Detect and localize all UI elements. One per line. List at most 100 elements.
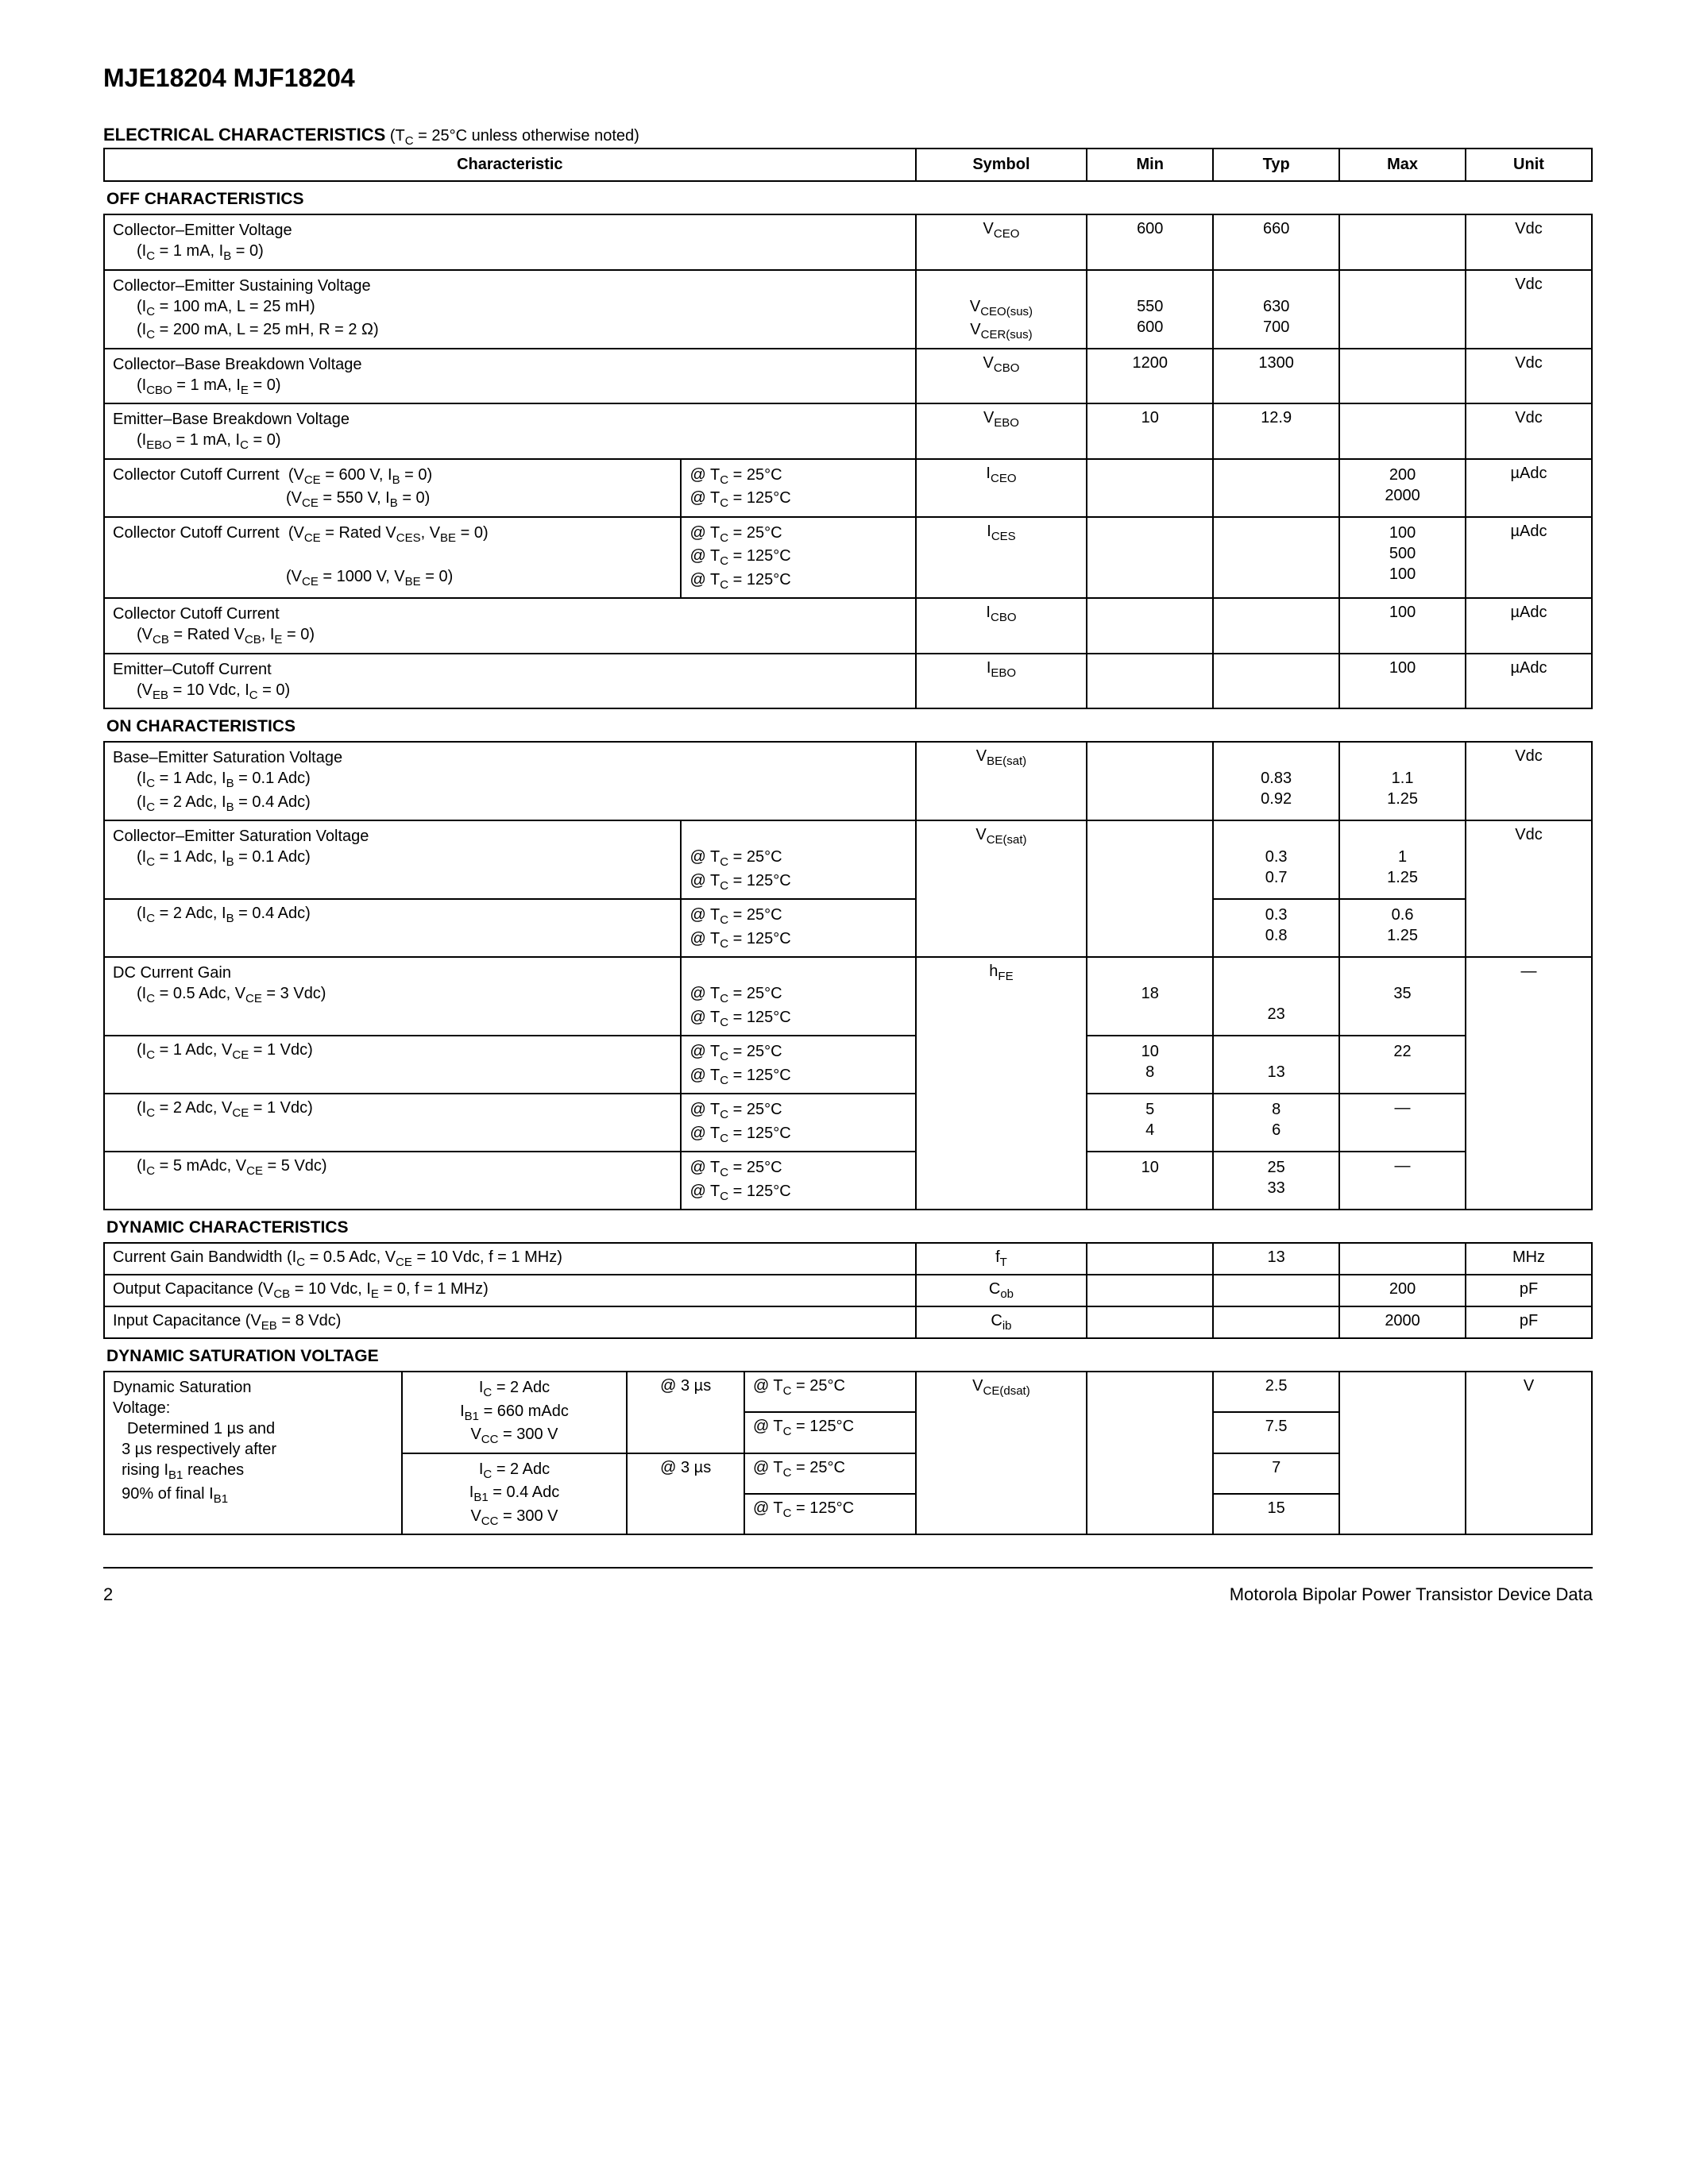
val: 100: [1339, 598, 1466, 654]
val: 25: [1268, 1159, 1285, 1176]
val: Vdc: [1466, 403, 1592, 459]
dyn-table: Current Gain Bandwidth (IC = 0.5 Adc, VC…: [103, 1242, 1593, 1339]
val-unit: Vdc: [1466, 214, 1592, 270]
val: 10: [1087, 403, 1213, 459]
characteristics-table: Characteristic Symbol Min Typ Max Unit: [103, 148, 1593, 182]
val: 100: [1339, 654, 1466, 709]
table-row: (IC = 5 mAdc, VCE = 5 Vdc) @ TC = 25°C@ …: [104, 1152, 1592, 1210]
val: 1.25: [1387, 869, 1418, 886]
val: 5: [1145, 1101, 1154, 1118]
char-label: Emitter–Cutoff Current: [113, 661, 272, 678]
page-number: 2: [103, 1584, 113, 1605]
table-row: Collector–Emitter Voltage(IC = 1 mA, IB …: [104, 214, 1592, 270]
char-label: Emitter–Base Breakdown Voltage: [113, 411, 350, 428]
col-symbol: Symbol: [916, 149, 1087, 181]
val: 2000: [1385, 487, 1420, 504]
char-label: Collector–Emitter Saturation Voltage: [113, 828, 369, 845]
val: 0.92: [1261, 790, 1292, 808]
col-max: Max: [1339, 149, 1466, 181]
table-row: DC Current Gain(IC = 0.5 Adc, VCE = 3 Vd…: [104, 957, 1592, 1036]
group-off: OFF CHARACTERISTICS: [103, 182, 1593, 214]
section-title: ELECTRICAL CHARACTERISTICS: [103, 125, 385, 145]
val: 100: [1389, 565, 1416, 583]
col-typ: Typ: [1213, 149, 1339, 181]
val: 33: [1268, 1179, 1285, 1197]
val: 8: [1272, 1101, 1280, 1118]
off-table: Collector–Emitter Voltage(IC = 1 mA, IB …: [103, 214, 1593, 709]
table-row: Collector Cutoff Current (VCE = 600 V, I…: [104, 459, 1592, 517]
table-row: (IC = 2 Adc, IB = 0.4 Adc) @ TC = 25°C@ …: [104, 899, 1592, 957]
char-label: Collector–Base Breakdown Voltage: [113, 356, 362, 373]
val: 600: [1137, 318, 1163, 336]
table-row: Collector–Base Breakdown Voltage(ICBO = …: [104, 349, 1592, 404]
col-unit: Unit: [1466, 149, 1592, 181]
val: Vdc: [1466, 742, 1592, 820]
val: 8: [1145, 1063, 1154, 1081]
section-header: ELECTRICAL CHARACTERISTICS (TC = 25°C un…: [103, 125, 1593, 148]
val: 1300: [1213, 349, 1339, 404]
val: @ 3 µs: [627, 1453, 744, 1535]
val: 0.8: [1265, 927, 1288, 944]
group-dyn: DYNAMIC CHARACTERISTICS: [103, 1210, 1593, 1242]
table-row: Emitter–Cutoff Current(VEB = 10 Vdc, IC …: [104, 654, 1592, 709]
table-row: Output Capacitance (VCB = 10 Vdc, IE = 0…: [104, 1275, 1592, 1306]
col-characteristic: Characteristic: [104, 149, 916, 181]
val: Vdc: [1466, 820, 1592, 957]
table-row: Base–Emitter Saturation Voltage(IC = 1 A…: [104, 742, 1592, 820]
table-row: Current Gain Bandwidth (IC = 0.5 Adc, VC…: [104, 1243, 1592, 1275]
char-label: Collector Cutoff Current: [113, 605, 280, 623]
val: 1.25: [1387, 790, 1418, 808]
val: pF: [1466, 1306, 1592, 1338]
val: 2.5: [1213, 1372, 1339, 1412]
val: 200: [1339, 1275, 1466, 1306]
val: 0.6: [1392, 906, 1414, 924]
val: pF: [1466, 1275, 1592, 1306]
val: 6: [1272, 1121, 1280, 1139]
val: 10: [1141, 1043, 1159, 1060]
val: µAdc: [1466, 598, 1592, 654]
val: V: [1466, 1372, 1592, 1534]
footer: 2 Motorola Bipolar Power Transistor Devi…: [103, 1567, 1593, 1605]
char-label: Base–Emitter Saturation Voltage: [113, 749, 342, 766]
val: 0.3: [1265, 906, 1288, 924]
table-row: Collector–Emitter Sustaining Voltage(IC …: [104, 270, 1592, 349]
val: 200: [1389, 466, 1416, 484]
group-dsat: DYNAMIC SATURATION VOLTAGE: [103, 1339, 1593, 1371]
char-label: Collector–Emitter Voltage: [113, 222, 292, 239]
col-min: Min: [1087, 149, 1213, 181]
val: 23: [1268, 1005, 1285, 1023]
val: 15: [1213, 1494, 1339, 1534]
val: 1200: [1087, 349, 1213, 404]
val: 18: [1141, 985, 1159, 1002]
val: µAdc: [1466, 459, 1592, 517]
footer-text: Motorola Bipolar Power Transistor Device…: [1230, 1584, 1593, 1605]
val-typ: 660: [1213, 214, 1339, 270]
table-row: Collector Cutoff Current(VCB = Rated VCB…: [104, 598, 1592, 654]
val: 7.5: [1213, 1412, 1339, 1453]
val: 22: [1393, 1043, 1411, 1060]
val: 0.7: [1265, 869, 1288, 886]
val: Vdc: [1466, 349, 1592, 404]
table-row: (IC = 2 Adc, VCE = 1 Vdc) @ TC = 25°C@ T…: [104, 1094, 1592, 1152]
group-on: ON CHARACTERISTICS: [103, 709, 1593, 741]
table-row: Input Capacitance (VEB = 8 Vdc) Cib 2000…: [104, 1306, 1592, 1338]
val: 0.3: [1265, 848, 1288, 866]
val: 7: [1213, 1453, 1339, 1494]
val: —: [1466, 957, 1592, 1210]
page-title: MJE18204 MJF18204: [103, 64, 1593, 93]
val: 1: [1398, 848, 1407, 866]
val: 500: [1389, 545, 1416, 562]
val: 35: [1393, 985, 1411, 1002]
char-label: Collector–Emitter Sustaining Voltage: [113, 277, 371, 295]
val: 550: [1137, 298, 1163, 315]
dsat-table: Dynamic SaturationVoltage:Determined 1 µ…: [103, 1371, 1593, 1535]
val-unit: Vdc: [1466, 270, 1592, 349]
val-min: 600: [1087, 214, 1213, 270]
val: @ 3 µs: [627, 1372, 744, 1453]
val: 100: [1389, 524, 1416, 542]
val: 1.1: [1392, 770, 1414, 787]
on-table: Base–Emitter Saturation Voltage(IC = 1 A…: [103, 741, 1593, 1210]
val: 700: [1263, 318, 1289, 336]
val: 2000: [1339, 1306, 1466, 1338]
table-row: Dynamic SaturationVoltage:Determined 1 µ…: [104, 1372, 1592, 1412]
